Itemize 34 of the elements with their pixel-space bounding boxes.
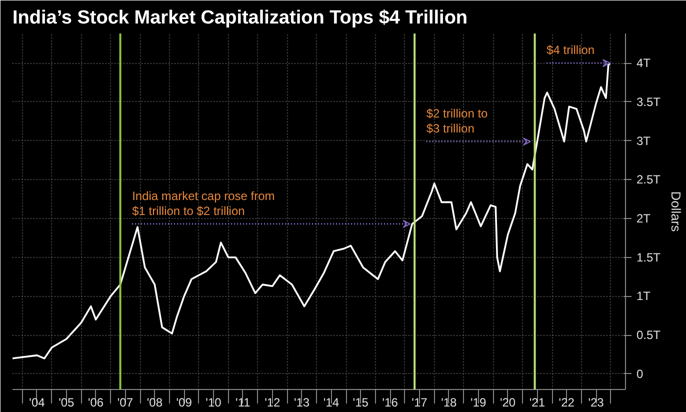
y-axis-title: Dollars	[668, 191, 684, 232]
x-tick-label: '04	[29, 396, 46, 410]
x-tick-label: '11	[236, 396, 251, 410]
x-tick-label: '12	[264, 396, 281, 410]
x-tick-label: '15	[352, 396, 369, 410]
x-tick-label: '20	[500, 396, 516, 410]
x-tick-label: '05	[58, 396, 75, 410]
annotation: India market cap rose from $1 trillion to $2 trillion	[132, 188, 275, 218]
annotation: $4 trillion	[546, 43, 595, 58]
y-tick-label: 0	[636, 366, 644, 381]
x-tick-label: '14	[323, 396, 340, 410]
x-tick-label: '16	[382, 396, 398, 410]
y-tick-label: 0.5T	[636, 328, 662, 342]
x-tick-label: '23	[588, 396, 604, 410]
y-tick-label: 2.5T	[636, 172, 662, 187]
x-tick-label: '17	[412, 396, 428, 410]
y-tick-label: 1.5T	[636, 250, 662, 264]
x-tick-label: '19	[470, 396, 486, 410]
y-tick-label: 3.5T	[636, 94, 662, 109]
x-tick-label: '13	[294, 396, 310, 410]
chart-title: India’s Stock Market Capitalization Tops $4 Trillion	[12, 8, 468, 28]
y-tick-label: 4T	[636, 56, 652, 70]
annotation: $2 trillion to $3 trillion	[426, 106, 488, 136]
y-tick-label: 3T	[636, 134, 652, 148]
y-tick-label: 1T	[636, 289, 652, 304]
x-tick-label: '10	[206, 396, 222, 410]
x-tick-label: '08	[146, 396, 163, 410]
x-tick-label: '06	[88, 396, 104, 410]
x-tick-label: '21	[529, 396, 546, 410]
x-tick-label: '09	[176, 396, 192, 410]
x-tick-label: '18	[441, 396, 458, 410]
y-tick-label: 2T	[636, 211, 652, 226]
x-tick-label: '07	[117, 396, 134, 410]
x-tick-label: '22	[558, 396, 575, 410]
